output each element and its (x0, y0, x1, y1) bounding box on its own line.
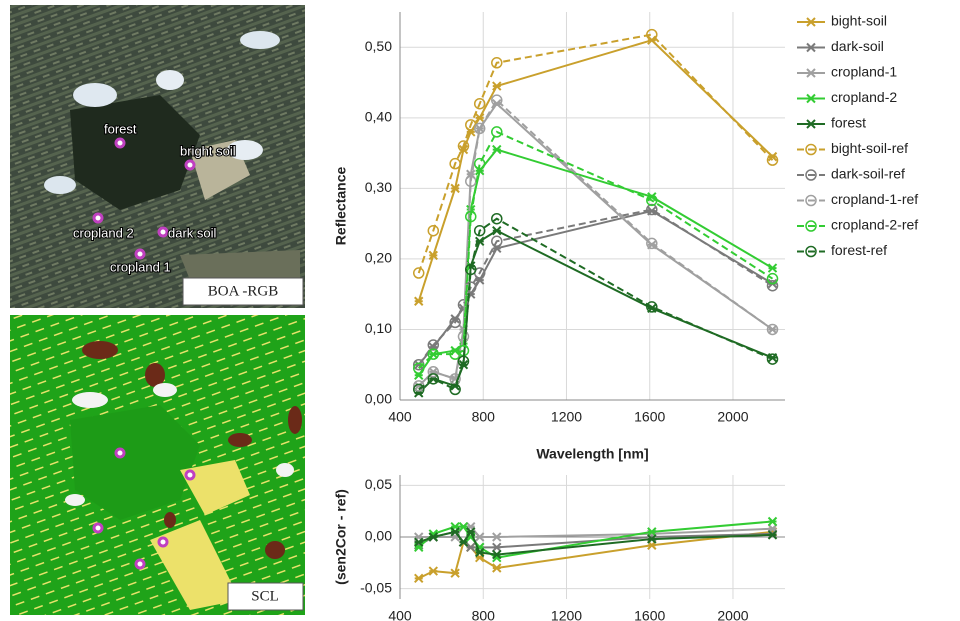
y-tick-label: -0,05 (360, 579, 392, 595)
legend-label: dark-soil (831, 38, 884, 54)
x-tick-label: 1200 (551, 409, 582, 425)
legend-label: cropland-2-ref (831, 217, 918, 233)
image-caption: SCL (251, 588, 279, 604)
y-tick-label: 0,50 (365, 38, 392, 54)
x-tick-label: 400 (388, 608, 412, 621)
y-axis-title: Reflectance (333, 166, 349, 245)
legend-label: cropland-1-ref (831, 191, 918, 207)
y-tick-label: 0,30 (365, 179, 392, 195)
x-tick-label: 2000 (717, 409, 748, 425)
y-axis-title: (sen2Cor - ref) (333, 489, 349, 585)
legend-label: bight-soil-ref (831, 140, 908, 156)
y-tick-label: 0,10 (365, 320, 392, 336)
scl-image: SCL (10, 315, 305, 615)
image-label: dark soil (168, 225, 217, 240)
legend-label: forest (831, 115, 866, 131)
x-tick-label: 400 (388, 409, 412, 425)
y-tick-label: 0,40 (365, 109, 392, 125)
image-label: cropland 1 (110, 259, 171, 274)
marker (807, 69, 815, 77)
legend-label: dark-soil-ref (831, 166, 905, 182)
x-tick-label: 1600 (634, 409, 665, 425)
marker (807, 18, 815, 26)
x-tick-label: 1200 (551, 608, 582, 621)
legend-label: cropland-1 (831, 64, 897, 80)
marker (807, 44, 815, 52)
marker (807, 95, 815, 103)
plot-area (400, 12, 785, 400)
legend-label: bight-soil (831, 13, 887, 29)
y-tick-label: 0,20 (365, 250, 392, 266)
image-label: bright soil (180, 143, 236, 158)
legend-label: cropland-2 (831, 89, 897, 105)
x-tick-label: 800 (472, 608, 496, 621)
rgb-image: forest bright soil cropland 2 dark soil … (10, 5, 305, 308)
y-tick-label: 0,00 (365, 528, 392, 544)
image-caption: BOA -RGB (208, 283, 278, 299)
x-tick-label: 2000 (717, 608, 748, 621)
marker (807, 120, 815, 128)
y-tick-label: 0,00 (365, 391, 392, 407)
legend-label: forest-ref (831, 242, 887, 258)
x-tick-label: 1600 (634, 608, 665, 621)
figure-svg: forest bright soil cropland 2 dark soil … (0, 0, 960, 621)
image-label: cropland 2 (73, 225, 134, 240)
image-label: forest (104, 121, 137, 136)
x-tick-label: 800 (472, 409, 496, 425)
figure: forest bright soil cropland 2 dark soil … (0, 0, 960, 621)
y-tick-label: 0,05 (365, 476, 392, 492)
x-axis-title: Wavelength [nm] (536, 446, 648, 462)
